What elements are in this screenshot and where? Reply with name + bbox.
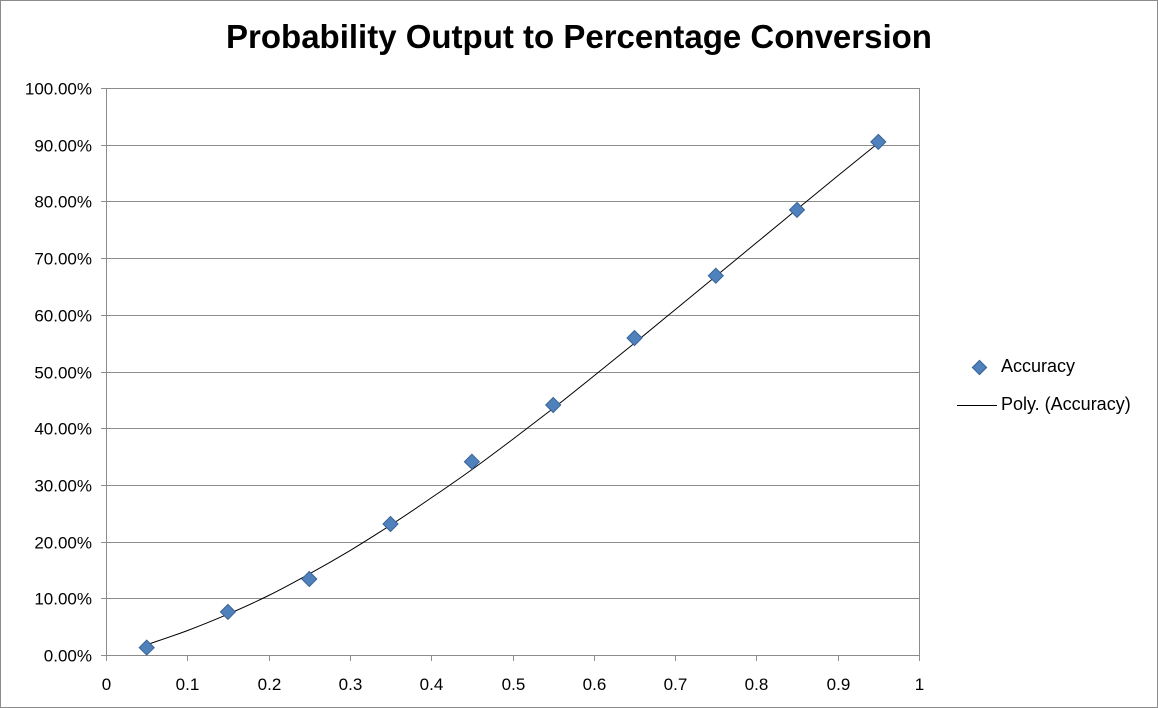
data-point-accuracy [382,515,399,533]
trendline-group [146,142,879,646]
x-axis-ticks: 0 0.1 0.2 0.3 0.4 0.5 0.6 0.7 0.8 0.9 1 [102,655,924,694]
legend-entry-accuracy: Accuracy [957,353,1152,379]
x-tick-label: 0.7 [664,675,688,694]
y-tick-label: 70.00% [34,250,92,269]
x-tick-label: 0.2 [258,675,282,694]
legend-label-accuracy: Accuracy [1001,356,1076,376]
y-tick-label: 50.00% [34,364,92,383]
y-tick-label: 100.00% [25,80,92,99]
trendline-poly-accuracy [146,142,879,646]
x-tick-label: 0 [102,675,111,694]
data-points [138,133,887,656]
data-point-accuracy [707,267,725,284]
data-point-accuracy [626,329,643,347]
diamond-marker-icon [971,359,988,376]
x-tick-label: 0.6 [583,675,607,694]
x-tick-label: 1 [915,675,924,694]
data-point-accuracy [544,396,562,414]
y-tick-label: 80.00% [34,193,92,212]
axes [106,88,920,656]
x-tick-label: 0.8 [745,675,769,694]
data-point-accuracy [788,201,806,219]
legend-label-trendline: Poly. (Accuracy) [1001,394,1131,414]
x-tick-label: 0.5 [502,675,526,694]
data-point-accuracy [870,133,887,151]
data-point-accuracy [463,453,481,470]
y-tick-label: 0.00% [44,647,92,666]
y-tick-label: 20.00% [34,534,92,553]
y-tick-label: 30.00% [34,477,92,496]
chart-title: Probability Output to Percentage Convers… [226,18,932,55]
y-axis-ticks: 0.00% 10.00% 20.00% 30.00% 40.00% 50.00% 60.00… [25,80,106,666]
legend-entry-trendline: Poly. (Accuracy) [957,391,1152,417]
line-marker-icon [957,405,997,406]
y-tick-label: 90.00% [34,137,92,156]
y-tick-label: 40.00% [34,420,92,439]
x-tick-label: 0.3 [339,675,363,694]
y-tick-label: 10.00% [34,590,92,609]
x-tick-label: 0.4 [420,675,444,694]
y-tick-label: 60.00% [34,307,92,326]
x-tick-label: 0.1 [176,675,200,694]
data-point-accuracy [301,570,318,588]
data-point-accuracy [219,603,237,621]
legend: Accuracy Poly. (Accuracy) [957,353,1152,429]
gridlines [106,88,919,599]
data-point-accuracy [138,639,155,656]
x-tick-label: 0.9 [827,675,851,694]
